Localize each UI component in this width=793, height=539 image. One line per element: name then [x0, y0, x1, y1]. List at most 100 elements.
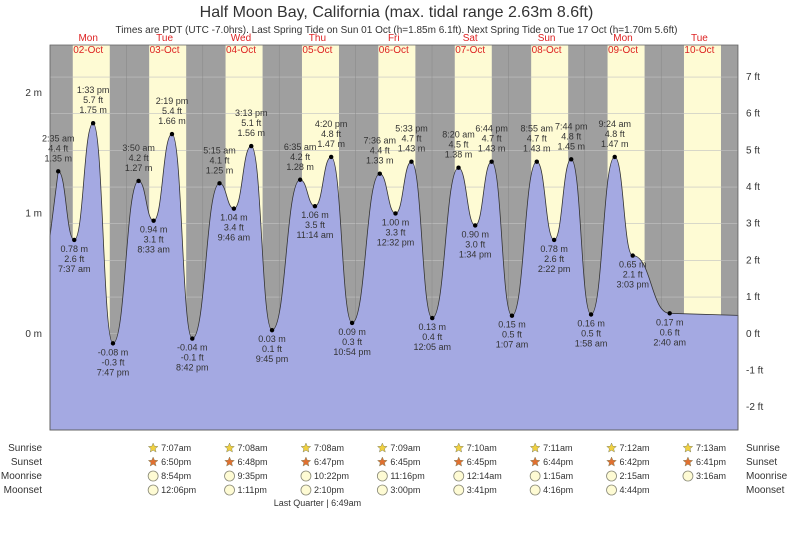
tide-point [430, 316, 434, 320]
tide-point [393, 211, 397, 215]
tide-label: 3:03 pm [616, 280, 649, 290]
row-label-right: Sunrise [746, 443, 780, 454]
sunrise-time: 7:09am [390, 443, 420, 453]
tide-label: 5.1 ft [241, 118, 262, 128]
moonrise-time: 3:16am [696, 471, 726, 481]
tide-label: 8:55 am [521, 124, 554, 134]
tide-label: 4.2 ft [290, 152, 311, 162]
tide-label: -0.04 m [177, 343, 208, 353]
moonrise-time: 1:15am [543, 471, 573, 481]
tide-label: 5:33 pm [395, 124, 428, 134]
tide-label: 0.90 m [461, 229, 489, 239]
right-axis-tick: 5 ft [746, 145, 760, 156]
right-axis-tick: 4 ft [746, 182, 760, 193]
row-label-right: Sunset [746, 457, 777, 468]
tide-point [473, 223, 477, 227]
tide-label: 1.47 m [317, 139, 345, 149]
tide-label: 3:13 pm [235, 108, 268, 118]
tide-label: 0.16 m [577, 319, 605, 329]
tide-label: 1.28 m [286, 162, 314, 172]
tide-point [136, 179, 140, 183]
day-header-dow: Fri [388, 33, 400, 44]
tide-label: 5:15 am [203, 145, 236, 155]
tide-point [72, 238, 76, 242]
tide-label: 4.7 ft [401, 134, 422, 144]
right-axis-tick: -2 ft [746, 402, 763, 413]
moonset-time: 3:00pm [390, 485, 420, 495]
tide-label: 1.38 m [445, 150, 473, 160]
tide-label: -0.08 m [98, 347, 129, 357]
left-axis-tick: 0 m [25, 329, 42, 340]
tide-label: 2.1 ft [623, 270, 644, 280]
tide-label: 8:20 am [442, 130, 475, 140]
tide-chart-svg: 7 ft6 ft5 ft4 ft3 ft2 ft1 ft0 ft-1 ft-2 … [0, 0, 793, 539]
tide-label: 3.3 ft [385, 227, 406, 237]
tide-label: 12:05 am [413, 342, 451, 352]
day-header-date: 04-Oct [226, 45, 256, 56]
tide-label: 9:45 pm [256, 354, 289, 364]
tide-label: 0.6 ft [660, 327, 681, 337]
moonset-icon [607, 485, 617, 495]
sunset-time: 6:48pm [238, 457, 268, 467]
star-icon [301, 443, 311, 452]
tide-label: 2:22 pm [538, 264, 571, 274]
tide-label: 4:20 pm [315, 119, 348, 129]
tide-label: 0.03 m [258, 334, 286, 344]
tide-label: 2:40 am [653, 337, 686, 347]
tide-label: 11:14 am [297, 230, 334, 240]
right-axis-tick: 7 ft [746, 72, 760, 83]
moonset-time: 3:41pm [467, 485, 497, 495]
tide-label: -0.3 ft [101, 357, 125, 367]
tide-label: 8:33 am [137, 245, 170, 255]
tide-label: 0.78 m [60, 244, 88, 254]
tide-label: 0.94 m [140, 225, 168, 235]
sunrise-time: 7:08am [314, 443, 344, 453]
tide-label: 4.7 ft [482, 134, 503, 144]
tide-label: 7:37 am [58, 264, 91, 274]
tide-point [56, 169, 60, 173]
day-header-dow: Tue [156, 33, 173, 44]
moonset-icon [301, 485, 311, 495]
tide-label: 0.09 m [338, 327, 366, 337]
tide-point [535, 160, 539, 164]
right-axis-tick: 3 ft [746, 219, 760, 230]
day-header-date: 08-Oct [532, 45, 562, 56]
tide-label: 1:58 am [575, 339, 608, 349]
tide-label: 2:35 am [42, 133, 75, 143]
tide-point [249, 144, 253, 148]
day-header-dow: Mon [613, 33, 632, 44]
star-icon [607, 443, 617, 452]
tide-label: -0.1 ft [181, 353, 205, 363]
sunset-time: 6:42pm [620, 457, 650, 467]
tide-label: 1.43 m [523, 144, 551, 154]
tide-label: 4.8 ft [561, 131, 582, 141]
tide-point [510, 314, 514, 318]
sunset-time: 6:47pm [314, 457, 344, 467]
moonrise-icon [225, 471, 235, 481]
day-header-date: 10-Oct [684, 45, 714, 56]
sunset-time: 6:45pm [390, 457, 420, 467]
moonrise-icon [454, 471, 464, 481]
tide-label: 12:32 pm [377, 237, 415, 247]
tide-point [552, 238, 556, 242]
tide-label: 1.04 m [220, 213, 248, 223]
tide-label: 1.27 m [125, 163, 153, 173]
star-icon [378, 443, 388, 452]
star-icon [148, 457, 158, 466]
tide-label: 1:34 pm [459, 249, 492, 259]
sunset-time: 6:45pm [467, 457, 497, 467]
moonrise-time: 11:16pm [390, 471, 424, 481]
tide-point [631, 253, 635, 257]
tide-label: 3.1 ft [144, 235, 165, 245]
tide-label: 4.4 ft [48, 143, 69, 153]
row-label-right: Moonrise [746, 471, 788, 482]
day-header-date: 09-Oct [608, 45, 638, 56]
moonset-time: 4:16pm [543, 485, 573, 495]
sunrise-time: 7:13am [696, 443, 726, 453]
moonrise-icon [530, 471, 540, 481]
tide-label: 8:42 pm [176, 363, 209, 373]
tide-label: 3.5 ft [305, 220, 326, 230]
tide-label: 5.4 ft [162, 106, 183, 116]
tide-label: 1.33 m [366, 156, 394, 166]
tide-label: 1.35 m [44, 153, 72, 163]
